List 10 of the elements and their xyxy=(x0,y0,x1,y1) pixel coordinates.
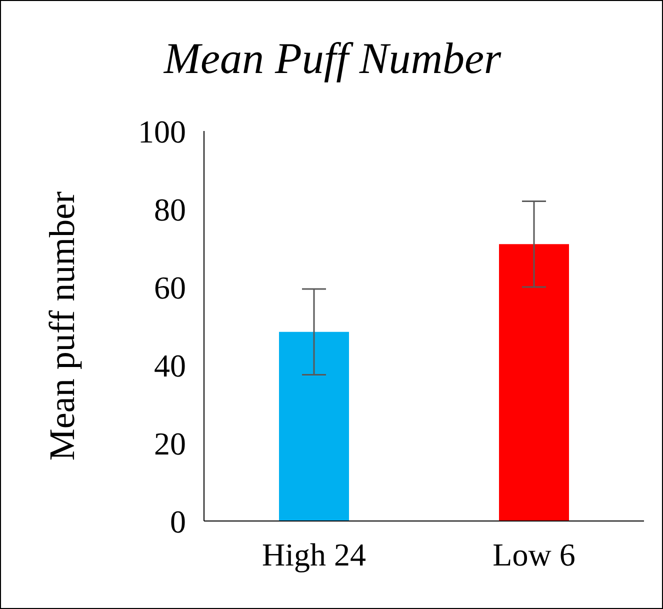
y-tick-label: 40 xyxy=(154,347,186,384)
y-tick-label: 100 xyxy=(138,113,186,150)
y-tick-label: 60 xyxy=(154,269,186,306)
x-tick-label: Low 6 xyxy=(492,536,576,573)
chart-title: Mean Puff Number xyxy=(162,33,502,84)
y-axis-title: Mean puff number xyxy=(42,191,82,461)
y-tick-label: 20 xyxy=(154,425,186,462)
y-tick-label: 0 xyxy=(170,503,186,540)
y-tick-label: 80 xyxy=(154,191,186,228)
x-tick-label: High 24 xyxy=(262,536,366,573)
